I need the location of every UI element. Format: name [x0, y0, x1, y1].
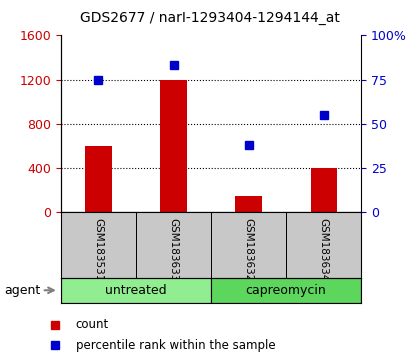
Bar: [211, 278, 361, 303]
Text: agent: agent: [4, 284, 40, 297]
Text: untreated: untreated: [105, 284, 167, 297]
Bar: [310, 168, 337, 212]
Bar: [85, 146, 112, 212]
Text: percentile rank within the sample: percentile rank within the sample: [76, 338, 275, 352]
Bar: [286, 212, 361, 278]
Text: count: count: [76, 318, 109, 331]
Bar: [136, 212, 211, 278]
Text: GSM183531: GSM183531: [93, 218, 103, 281]
Text: GDS2677 / narI-1293404-1294144_at: GDS2677 / narI-1293404-1294144_at: [80, 11, 340, 25]
Text: GSM183633: GSM183633: [168, 218, 178, 281]
Bar: [160, 80, 186, 212]
Bar: [236, 196, 262, 212]
Bar: [211, 212, 286, 278]
Bar: [61, 212, 136, 278]
Text: capreomycin: capreomycin: [246, 284, 326, 297]
Bar: [61, 278, 211, 303]
Text: GSM183634: GSM183634: [319, 218, 329, 281]
Text: GSM183632: GSM183632: [244, 218, 254, 281]
